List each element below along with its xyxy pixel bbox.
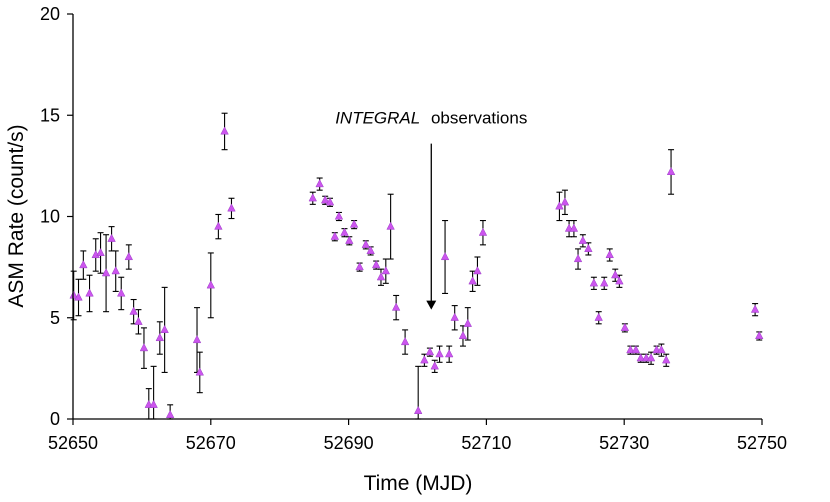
data-point: [611, 270, 620, 279]
data-point: [334, 211, 344, 220]
data-point: [463, 318, 473, 327]
data-point: [440, 251, 450, 261]
data-point: [600, 278, 609, 287]
y-tick-label: 0: [50, 409, 60, 429]
data-point: [107, 233, 116, 242]
data-point: [657, 345, 666, 354]
data-point: [79, 260, 88, 269]
data-point: [755, 330, 764, 340]
data-point: [615, 276, 624, 285]
data-markers: [69, 126, 764, 418]
data-point: [192, 334, 202, 344]
data-point: [666, 166, 676, 175]
data-point: [620, 322, 630, 331]
x-ticks: 52650 52670 52690 52710 52730 52750: [48, 419, 787, 453]
data-point: [569, 223, 579, 232]
integral-annotation: INTEGRAL observations: [335, 109, 527, 310]
data-point: [560, 197, 570, 206]
y-tick-label: 20: [40, 4, 60, 24]
data-point: [320, 195, 330, 204]
data-point: [195, 367, 204, 376]
x-axis-title: Time (MJD): [364, 472, 473, 495]
data-point: [594, 312, 603, 321]
x-tick-label: 52710: [461, 433, 511, 453]
data-point: [386, 221, 395, 230]
data-point: [308, 193, 317, 202]
data-point: [330, 231, 340, 240]
data-point: [400, 337, 410, 346]
data-point: [101, 268, 111, 277]
data-point: [325, 197, 335, 206]
data-point: [361, 239, 371, 248]
data-point: [381, 266, 391, 275]
x-tick-label: 52730: [599, 433, 649, 453]
data-point: [555, 201, 564, 210]
data-point: [160, 324, 169, 333]
x-tick-label: 52670: [186, 433, 236, 453]
data-point: [366, 245, 375, 254]
data-point: [111, 266, 120, 275]
data-point: [435, 349, 444, 358]
data-point: [584, 243, 593, 252]
y-tick-label: 10: [40, 207, 60, 227]
annotation-label: INTEGRAL observations: [335, 109, 527, 128]
data-point: [420, 355, 429, 364]
data-point: [340, 227, 349, 236]
data-point: [631, 345, 641, 354]
data-point: [662, 355, 671, 364]
x-tick-label: 52690: [324, 433, 374, 453]
data-point: [117, 288, 126, 297]
data-point: [626, 345, 635, 354]
data-point: [155, 332, 165, 342]
data-point: [214, 221, 223, 230]
data-point: [96, 247, 105, 256]
data-point: [206, 280, 216, 289]
annotation-rest: observations: [431, 109, 527, 128]
data-point: [165, 409, 175, 418]
data-point: [345, 235, 354, 244]
data-point: [750, 304, 760, 313]
data-point: [468, 276, 477, 285]
data-point: [376, 272, 386, 281]
data-point: [124, 251, 134, 261]
data-point: [478, 227, 488, 236]
data-point: [69, 290, 78, 299]
data-point: [220, 126, 229, 135]
data-point: [139, 343, 149, 352]
data-point: [430, 361, 439, 370]
y-tick-label: 15: [40, 105, 60, 125]
data-point: [371, 260, 381, 269]
data-point: [473, 266, 482, 275]
data-point: [74, 292, 83, 301]
data-point: [355, 262, 364, 271]
plot-area: [73, 14, 762, 419]
annotation-italic: INTEGRAL: [335, 109, 420, 128]
data-point: [391, 302, 401, 311]
data-point: [149, 399, 158, 408]
data-point: [605, 249, 614, 259]
x-tick-label: 52750: [737, 433, 787, 453]
y-ticks: 0 5 10 15 20: [40, 4, 73, 429]
data-point: [450, 312, 459, 321]
y-axis-title: ASM Rate (count/s): [5, 124, 28, 307]
data-point: [227, 203, 236, 212]
data-point: [315, 179, 324, 188]
data-point: [413, 405, 423, 414]
data-point: [85, 288, 94, 297]
data-point: [578, 235, 588, 244]
data-point: [444, 349, 454, 358]
data-point: [646, 353, 656, 362]
data-point: [129, 306, 138, 315]
data-point: [349, 219, 359, 228]
data-point: [458, 330, 468, 340]
x-tick-label: 52650: [48, 433, 98, 453]
data-point: [425, 347, 435, 356]
data-point: [134, 316, 143, 325]
data-point: [589, 278, 599, 287]
data-point: [636, 353, 645, 362]
annotation-arrow-head: [426, 300, 437, 310]
y-tick-label: 5: [50, 308, 60, 328]
data-point: [573, 253, 583, 263]
